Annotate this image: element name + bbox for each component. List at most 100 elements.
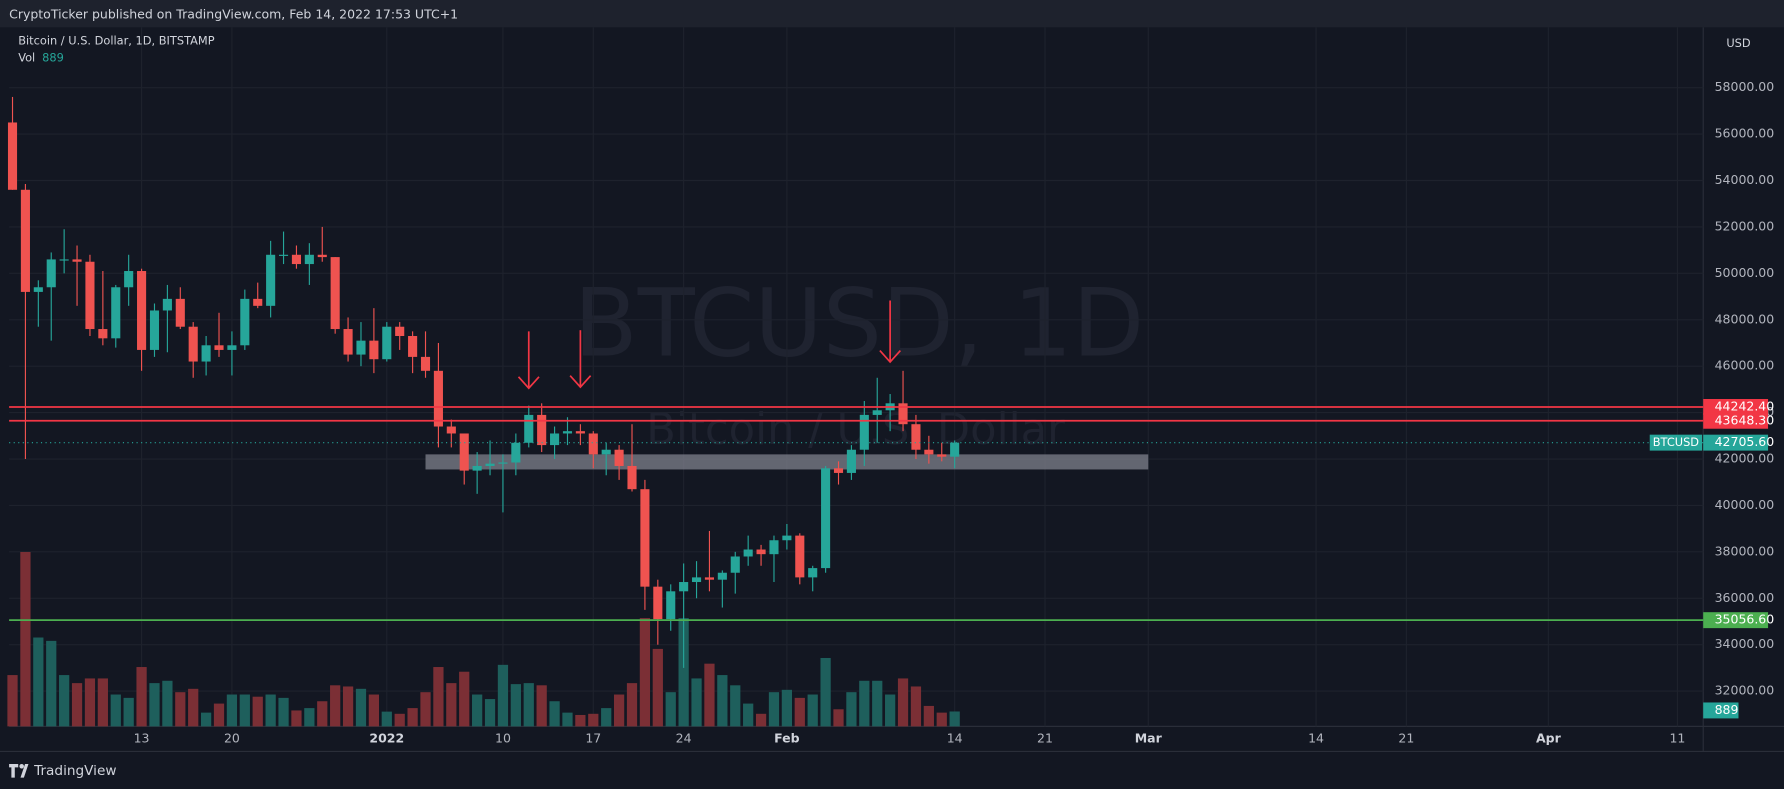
- candle-body: [498, 462, 508, 464]
- volume-bar: [613, 694, 625, 727]
- candle-body: [898, 403, 908, 425]
- volume-bar: [407, 708, 418, 727]
- volume-tag: [1703, 702, 1739, 719]
- volume-tag-label: 889: [1715, 702, 1739, 717]
- volume-bar: [59, 675, 70, 727]
- volume-bar: [730, 685, 741, 727]
- y-tick-label: 52000.00: [1715, 218, 1775, 233]
- footer-logo: [9, 763, 29, 778]
- y-tick-label: 42000.00: [1715, 451, 1775, 466]
- candle-body: [472, 465, 482, 471]
- candle-body: [653, 586, 663, 620]
- volume-bar: [7, 675, 18, 727]
- candle-body: [266, 254, 276, 306]
- volume-bar: [136, 667, 147, 727]
- volume-bar: [97, 678, 108, 727]
- level-label: 44242.40: [1715, 398, 1775, 413]
- candle-body: [485, 463, 495, 466]
- volume-bar: [704, 663, 715, 727]
- volume-bar: [820, 657, 831, 727]
- arrow-head: [879, 350, 902, 364]
- x-tick-label: 11: [1669, 730, 1685, 745]
- candle-body: [85, 261, 95, 330]
- x-tick-label: 10: [495, 730, 511, 745]
- level-label: 35056.60: [1715, 612, 1775, 627]
- y-tick-label: 58000.00: [1715, 79, 1775, 94]
- candle-body: [304, 254, 314, 265]
- volume-bar: [549, 701, 560, 727]
- support-zone: [425, 454, 1149, 470]
- chart-title: Bitcoin / U.S. Dollar, 1D, BITSTAMP: [18, 33, 215, 47]
- volume-bar: [665, 692, 676, 727]
- volume-bar: [691, 678, 702, 727]
- candle-body: [317, 254, 327, 258]
- candle-body: [98, 329, 108, 339]
- volume-bar: [342, 686, 354, 727]
- candle-body: [782, 535, 792, 541]
- x-tick-label: 14: [1308, 730, 1324, 745]
- volume-bar: [265, 694, 276, 727]
- volume-bar: [562, 712, 573, 727]
- volume-bar: [859, 680, 870, 727]
- candle-body: [691, 577, 702, 583]
- candle-body: [575, 431, 585, 434]
- x-tick-label: 2022: [369, 730, 404, 745]
- top-bar: [0, 0, 1784, 28]
- volume-bar: [833, 709, 844, 727]
- x-tick-label: 17: [585, 730, 601, 745]
- candle-body: [46, 259, 56, 288]
- volume-bar: [71, 683, 83, 727]
- candle-body: [253, 298, 263, 306]
- candle-body: [291, 254, 302, 265]
- candle-body: [175, 298, 185, 327]
- arrow: [879, 300, 902, 364]
- candle-body: [730, 556, 740, 573]
- volume-bar: [110, 694, 121, 727]
- volume-bar: [936, 712, 947, 727]
- volume-bar: [897, 678, 909, 727]
- x-tick-label: 13: [134, 730, 150, 745]
- candle-body: [214, 345, 224, 350]
- arrow: [569, 330, 592, 389]
- candle-body: [666, 591, 676, 620]
- candle-body: [395, 326, 405, 337]
- candle-body: [433, 370, 443, 427]
- candle-body: [33, 287, 43, 292]
- candle-body: [72, 259, 82, 262]
- volume-bar: [200, 712, 212, 727]
- volume-bar: [910, 686, 922, 727]
- candle-body: [511, 442, 521, 463]
- volume-bar: [885, 694, 896, 727]
- volume-bar: [678, 618, 689, 727]
- volume-bar: [588, 713, 599, 727]
- volume-bar: [394, 713, 405, 727]
- candle-body: [7, 122, 18, 190]
- volume-bar: [46, 640, 57, 727]
- volume-bar: [794, 697, 805, 727]
- volume-bar: [523, 683, 534, 727]
- y-tick-label: 54000.00: [1715, 172, 1775, 187]
- arrow-head: [517, 376, 540, 390]
- footer-brand: TradingView: [33, 763, 116, 779]
- volume-bar: [755, 713, 767, 727]
- last-price-label: 42705.60: [1715, 434, 1775, 449]
- level-tag: [1703, 412, 1769, 429]
- candle-body: [382, 326, 392, 360]
- volume-bar: [420, 692, 431, 727]
- candle-body: [846, 449, 856, 473]
- candle-body: [550, 433, 560, 446]
- candle-body: [188, 326, 198, 362]
- x-tick-label: Feb: [774, 730, 800, 745]
- candle-body: [201, 345, 211, 362]
- candle-body: [278, 254, 289, 256]
- candle-body: [859, 414, 869, 450]
- candle-body: [743, 549, 753, 557]
- candle-body: [769, 540, 779, 555]
- volume-bar: [123, 697, 134, 727]
- level-tag: [1703, 612, 1769, 629]
- watermark-sub: Bitcoin / U.S. Dollar: [646, 405, 1065, 455]
- candle-body: [872, 410, 882, 415]
- candle-body: [679, 582, 689, 592]
- volume-bar: [601, 708, 612, 727]
- candle-body: [369, 340, 379, 360]
